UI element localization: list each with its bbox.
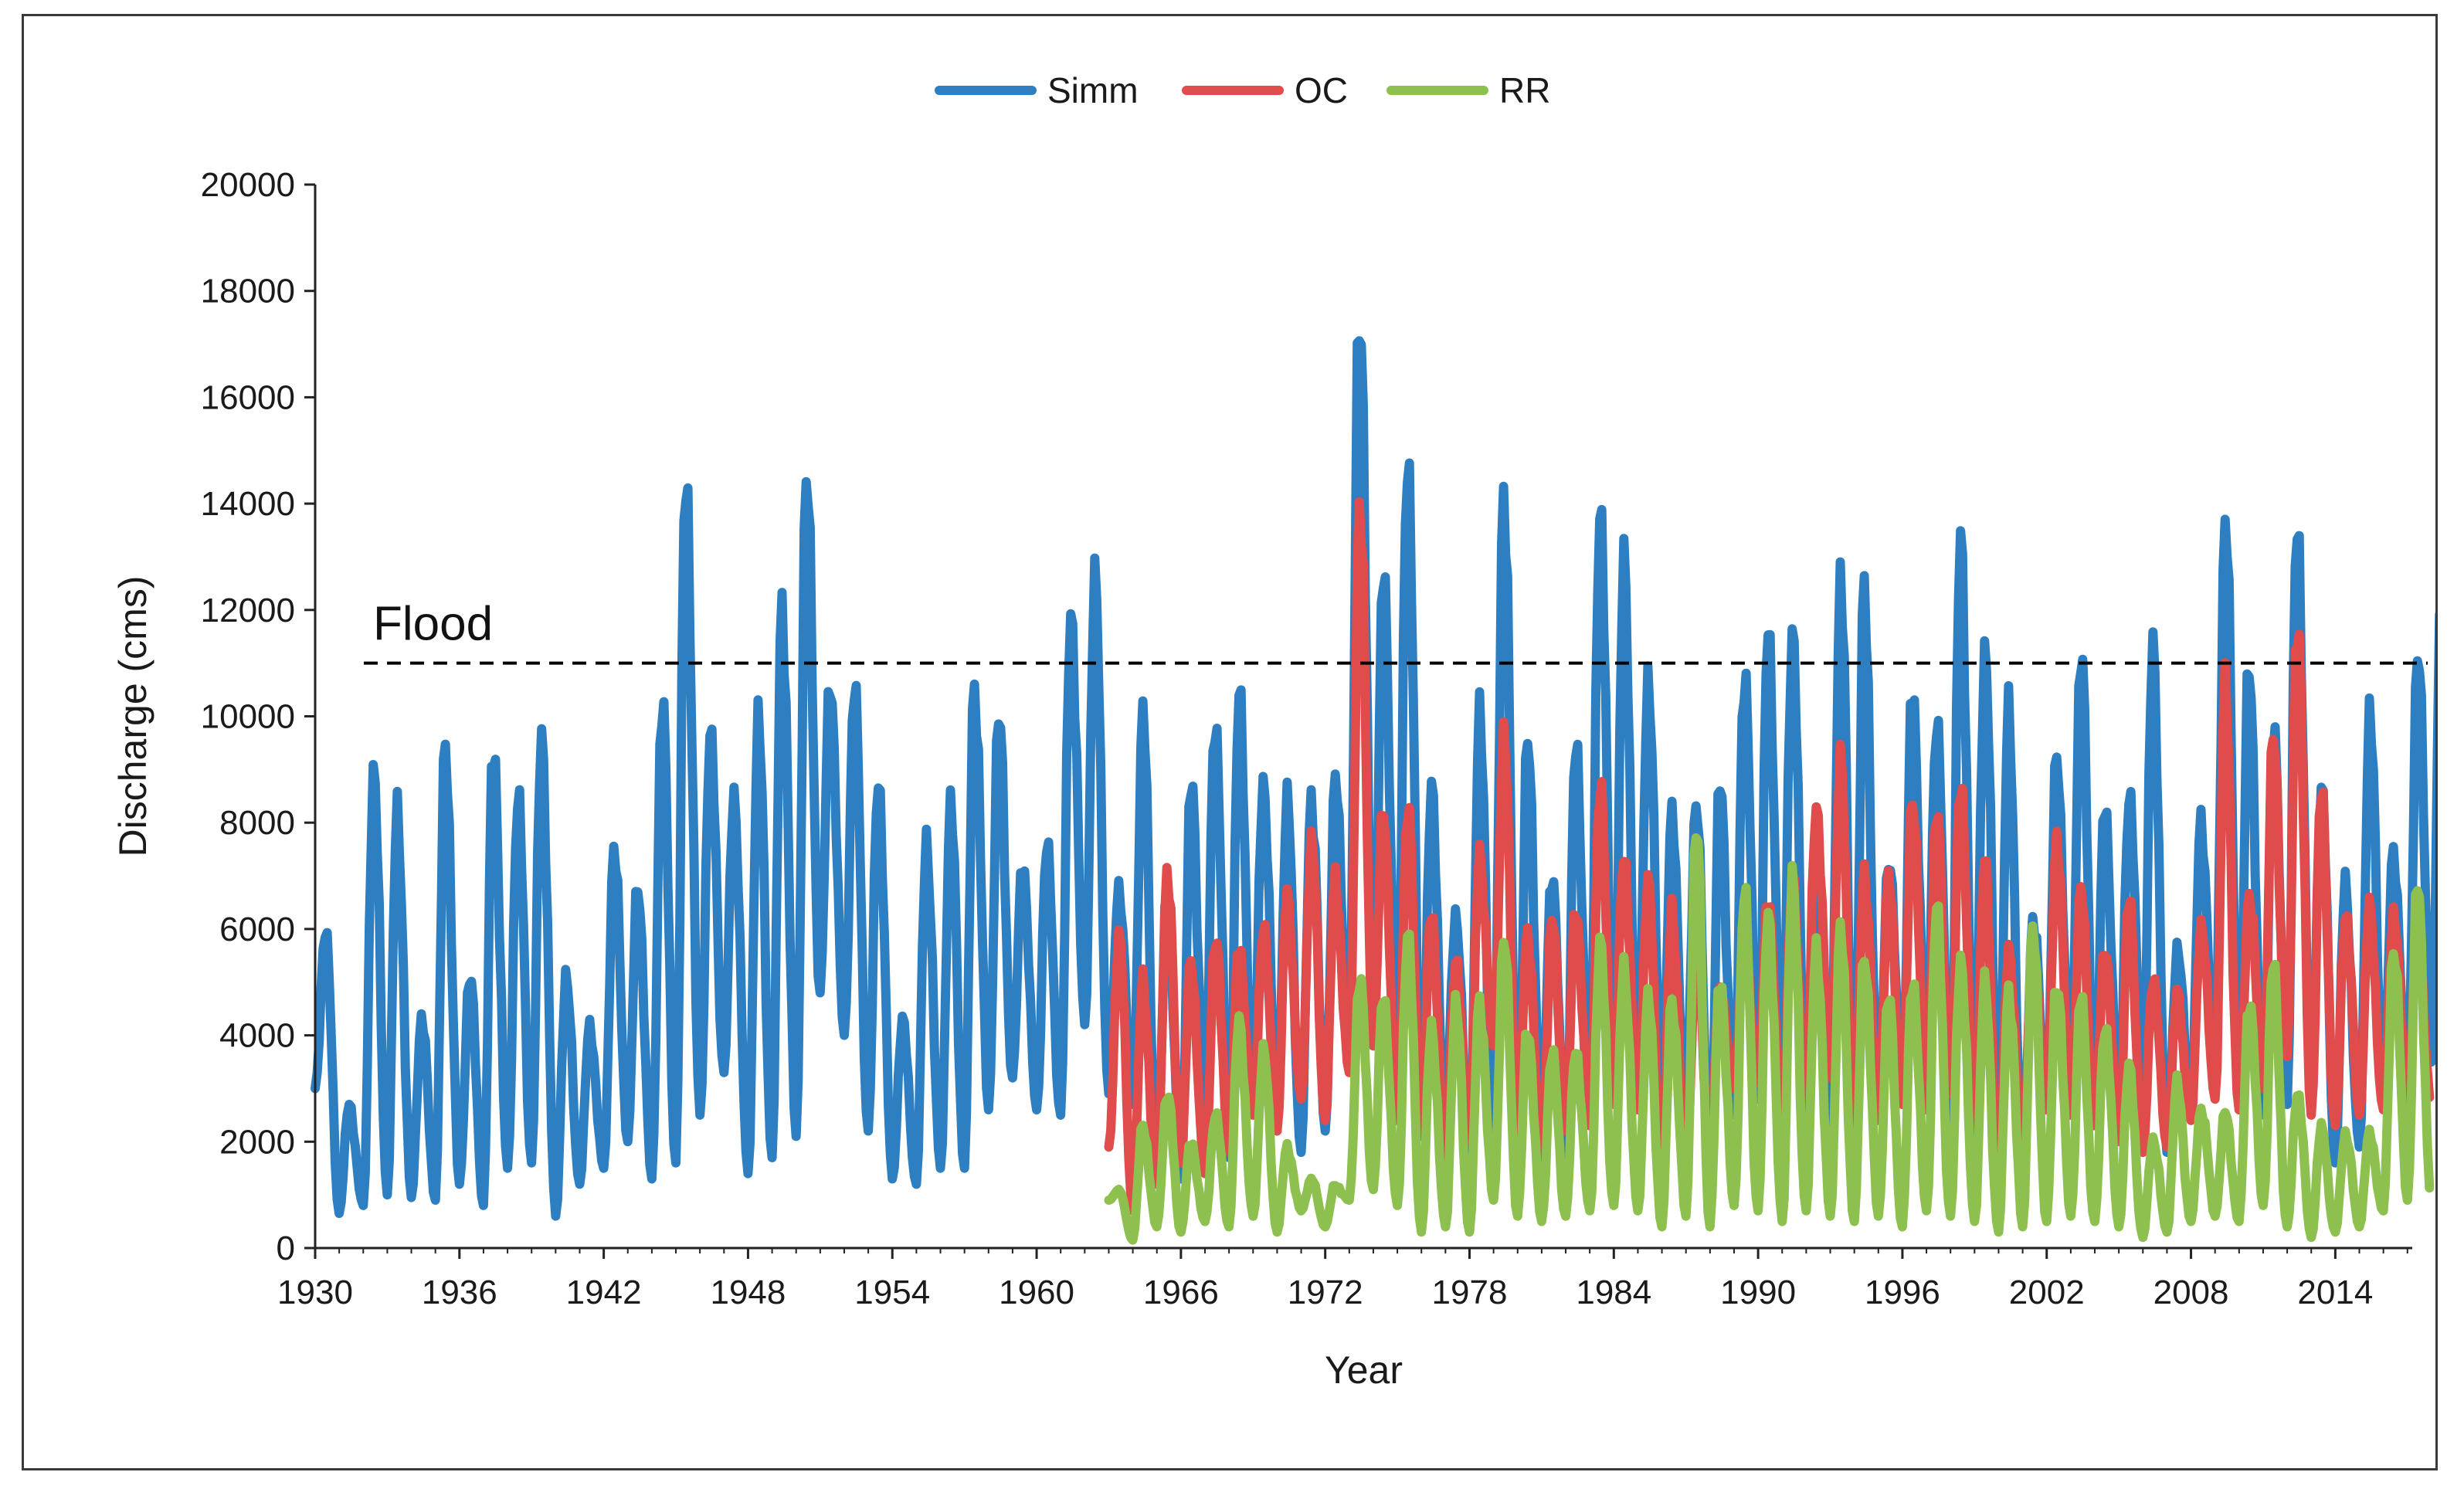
y-tick-label: 8000: [219, 804, 295, 842]
x-tick-label: 1990: [1720, 1274, 1796, 1311]
y-tick-label: 12000: [201, 592, 295, 629]
x-tick-label: 1948: [710, 1274, 786, 1311]
series-line-oc: [1104, 497, 2435, 1216]
y-tick-label: 4000: [219, 1017, 295, 1055]
x-tick-label: 1984: [1576, 1274, 1651, 1311]
y-tick-label: 20000: [201, 166, 295, 204]
x-tick-label: 1930: [277, 1274, 353, 1311]
y-tick-label: 10000: [201, 698, 295, 736]
x-tick-label: 1960: [999, 1274, 1074, 1311]
legend-label-oc: OC: [1295, 70, 1348, 110]
chart-frame: Flood 0 2000 4000 6000 8000 10000 12000 14000 16…: [22, 14, 2438, 1470]
x-tick-label: 1972: [1288, 1274, 1363, 1311]
series-line-rr: [1104, 833, 2435, 1245]
y-tick-label: 18000: [201, 273, 295, 310]
y-tick-label: 6000: [219, 911, 295, 948]
y-tick-label: 16000: [201, 378, 295, 416]
x-tick-label: 1942: [566, 1274, 642, 1311]
x-tick-label: 1936: [422, 1274, 497, 1311]
x-tick-label: 2008: [2153, 1274, 2229, 1311]
legend: Simm OC RR: [935, 70, 1550, 110]
x-tick-label: 1978: [1432, 1274, 1508, 1311]
flood-label: Flood: [373, 598, 493, 651]
x-tick-label: 1996: [1865, 1274, 1940, 1311]
legend-label-simm: Simm: [1047, 70, 1139, 110]
x-tick-label: 1954: [854, 1274, 930, 1311]
axes-layer: 0 2000 4000 6000 8000 10000 12000 14000 16000 180…: [201, 166, 2412, 1311]
x-tick-label: 1966: [1143, 1274, 1219, 1311]
x-tick-label: 2002: [2009, 1274, 2085, 1311]
series-layer: [311, 336, 2435, 1245]
y-axis-title: Discharge (cms): [111, 576, 154, 857]
y-tick-label: 0: [277, 1230, 295, 1267]
y-tick-label: 14000: [201, 485, 295, 523]
discharge-line-chart: Flood 0 2000 4000 6000 8000 10000 12000 14000 16…: [111, 70, 2435, 1392]
x-axis-title: Year: [1325, 1348, 1403, 1392]
x-tick-label: 2014: [2297, 1274, 2373, 1311]
y-tick-label: 2000: [219, 1123, 295, 1161]
legend-label-rr: RR: [1499, 70, 1550, 110]
